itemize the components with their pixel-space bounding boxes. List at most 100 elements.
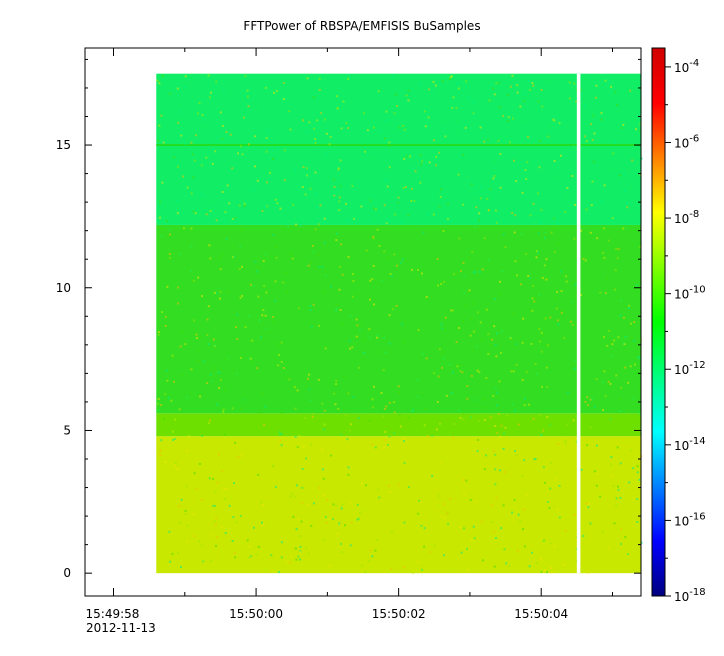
noise-speck <box>498 106 501 109</box>
noise-speck <box>417 561 420 564</box>
noise-speck <box>404 186 407 188</box>
noise-speck <box>231 167 234 170</box>
noise-speck <box>403 340 406 343</box>
noise-speck <box>520 283 523 286</box>
noise-speck <box>572 154 575 157</box>
noise-speck <box>592 160 595 163</box>
noise-speck <box>397 201 399 204</box>
noise-speck <box>533 300 536 303</box>
noise-speck <box>336 232 339 235</box>
noise-speck <box>216 403 219 406</box>
noise-speck <box>467 291 470 294</box>
noise-speck <box>565 280 568 283</box>
noise-speck <box>284 118 287 121</box>
noise-speck <box>364 571 367 574</box>
noise-speck <box>240 514 242 517</box>
noise-speck <box>278 433 281 436</box>
noise-speck <box>289 253 292 256</box>
noise-speck <box>474 271 477 273</box>
noise-speck <box>535 256 538 259</box>
noise-speck <box>466 568 469 571</box>
noise-speck <box>161 74 164 77</box>
noise-speck <box>324 274 327 277</box>
noise-speck <box>604 79 607 82</box>
noise-speck <box>542 466 545 469</box>
noise-speck <box>360 564 363 567</box>
noise-speck <box>251 360 254 363</box>
noise-speck <box>564 211 567 214</box>
noise-speck <box>272 233 275 236</box>
noise-speck <box>489 344 492 347</box>
y-tick-label: 5 <box>63 423 71 437</box>
noise-speck <box>459 270 462 273</box>
noise-speck <box>472 330 475 333</box>
noise-speck <box>613 522 616 525</box>
noise-speck <box>513 499 516 501</box>
noise-speck <box>503 432 505 435</box>
noise-speck <box>585 502 588 505</box>
noise-speck <box>216 371 219 374</box>
noise-speck <box>314 171 317 174</box>
noise-speck <box>340 323 343 326</box>
noise-speck <box>355 318 358 321</box>
noise-speck <box>533 458 536 461</box>
noise-speck <box>382 415 385 418</box>
noise-speck <box>255 553 258 556</box>
noise-speck <box>591 138 594 141</box>
noise-speck <box>545 258 548 261</box>
noise-speck <box>543 481 546 484</box>
noise-speck <box>475 206 478 209</box>
noise-speck <box>451 106 454 109</box>
noise-speck <box>462 153 465 156</box>
noise-speck <box>449 497 452 500</box>
noise-speck <box>515 454 518 457</box>
noise-speck <box>331 518 334 521</box>
noise-speck <box>314 141 317 144</box>
noise-speck <box>478 371 481 374</box>
noise-speck <box>493 175 496 178</box>
noise-speck <box>447 203 449 206</box>
noise-speck <box>611 343 614 346</box>
noise-speck <box>472 525 475 528</box>
noise-speck <box>383 446 386 449</box>
noise-speck <box>474 500 477 503</box>
noise-speck <box>435 428 438 431</box>
noise-speck <box>280 432 283 435</box>
noise-speck <box>595 484 598 487</box>
noise-speck <box>193 535 196 538</box>
noise-speck <box>444 135 447 138</box>
noise-speck <box>248 545 251 548</box>
noise-speck <box>265 327 268 330</box>
noise-speck <box>514 450 516 452</box>
noise-speck <box>372 158 375 161</box>
noise-speck <box>519 520 522 523</box>
noise-speck <box>401 258 404 261</box>
noise-speck <box>160 234 163 237</box>
noise-speck <box>317 378 320 381</box>
noise-speck <box>494 537 497 539</box>
noise-speck <box>446 512 449 515</box>
noise-speck <box>438 495 441 497</box>
noise-speck <box>618 410 621 412</box>
noise-speck <box>479 321 482 324</box>
noise-speck <box>587 404 590 407</box>
noise-speck <box>544 231 547 234</box>
noise-speck <box>363 351 366 354</box>
noise-speck <box>214 523 217 526</box>
noise-speck <box>335 239 338 242</box>
noise-speck <box>623 343 626 345</box>
noise-speck <box>363 112 366 115</box>
noise-speck <box>218 257 221 259</box>
noise-speck <box>291 257 294 260</box>
noise-speck <box>173 438 176 440</box>
noise-speck <box>465 304 467 307</box>
noise-speck <box>511 511 514 514</box>
noise-speck <box>523 508 526 511</box>
noise-speck <box>314 193 317 196</box>
noise-speck <box>176 165 179 168</box>
noise-speck <box>397 483 400 486</box>
noise-speck <box>499 280 501 283</box>
noise-speck <box>633 321 636 323</box>
noise-speck <box>301 501 304 504</box>
noise-speck <box>610 341 613 344</box>
